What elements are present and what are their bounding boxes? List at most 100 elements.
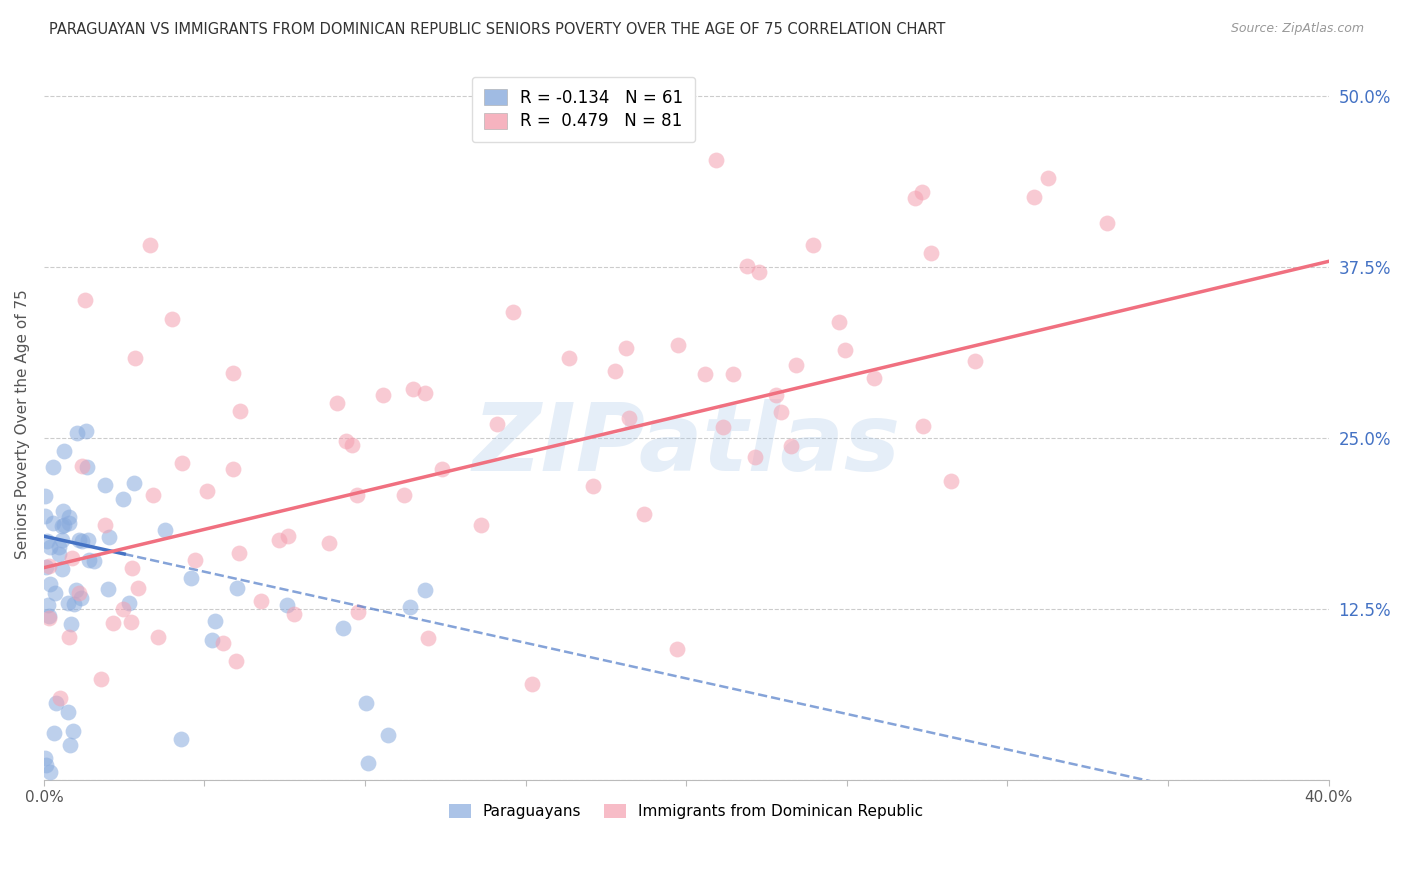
Point <box>326 396 349 410</box>
Point <box>748 265 770 279</box>
Text: ZIPatlas: ZIPatlas <box>472 400 900 491</box>
Point <box>62 723 84 738</box>
Point <box>276 598 298 612</box>
Point <box>335 434 357 448</box>
Point <box>98 531 121 545</box>
Point <box>180 571 202 585</box>
Point <box>58 510 80 524</box>
Point <box>76 533 98 547</box>
Point <box>723 367 745 381</box>
Point <box>229 404 252 418</box>
Point <box>617 411 640 425</box>
Point <box>744 450 766 465</box>
Point <box>112 601 135 615</box>
Point <box>1022 190 1045 204</box>
Point <box>120 615 142 629</box>
Point <box>77 553 100 567</box>
Point <box>38 577 60 591</box>
Point <box>346 488 368 502</box>
Point <box>911 419 934 434</box>
Point <box>38 764 60 779</box>
Point <box>558 351 581 365</box>
Point <box>44 586 66 600</box>
Point <box>38 558 60 573</box>
Point <box>94 477 117 491</box>
Point <box>779 439 801 453</box>
Point <box>76 459 98 474</box>
Point <box>35 534 58 549</box>
Point <box>340 437 363 451</box>
Point <box>34 751 56 765</box>
Point <box>430 461 453 475</box>
Point <box>170 456 193 470</box>
Point <box>65 582 87 597</box>
Point <box>58 596 80 610</box>
Point <box>201 632 224 647</box>
Point <box>920 245 942 260</box>
Point <box>614 341 637 355</box>
Point <box>73 293 96 307</box>
Point <box>377 728 399 742</box>
Point <box>695 368 717 382</box>
Point <box>357 756 380 771</box>
Point <box>59 738 82 752</box>
Point <box>222 462 245 476</box>
Point <box>58 516 80 530</box>
Point <box>49 690 72 705</box>
Point <box>52 504 75 518</box>
Point <box>127 581 149 595</box>
Point <box>211 635 233 649</box>
Point <box>97 582 120 597</box>
Point <box>704 153 727 167</box>
Point <box>45 697 67 711</box>
Point <box>834 343 856 357</box>
Point <box>153 523 176 537</box>
Point <box>37 599 59 613</box>
Point <box>103 616 125 631</box>
Point <box>828 315 851 329</box>
Point <box>666 642 689 657</box>
Point <box>226 581 249 595</box>
Point <box>502 305 524 319</box>
Point <box>38 611 60 625</box>
Point <box>42 726 65 740</box>
Point <box>39 541 62 555</box>
Point <box>862 370 884 384</box>
Point <box>318 535 340 549</box>
Point <box>169 731 191 746</box>
Point <box>392 488 415 502</box>
Point <box>62 598 84 612</box>
Point <box>904 191 927 205</box>
Point <box>737 259 759 273</box>
Point <box>94 517 117 532</box>
Point <box>711 420 734 434</box>
Point <box>582 479 605 493</box>
Point <box>83 554 105 568</box>
Point <box>520 676 543 690</box>
Point <box>58 630 80 644</box>
Point <box>60 551 83 566</box>
Point <box>75 424 97 438</box>
Point <box>124 351 146 365</box>
Point <box>111 491 134 506</box>
Point <box>48 548 70 562</box>
Point <box>67 533 90 547</box>
Point <box>48 540 70 554</box>
Point <box>35 758 58 772</box>
Point <box>118 596 141 610</box>
Point <box>801 238 824 252</box>
Point <box>34 489 56 503</box>
Point <box>1036 171 1059 186</box>
Point <box>332 621 354 635</box>
Point <box>70 534 93 549</box>
Point <box>666 338 689 352</box>
Point <box>56 705 79 719</box>
Legend: Paraguayans, Immigrants from Dominican Republic: Paraguayans, Immigrants from Dominican R… <box>443 797 929 825</box>
Point <box>38 609 60 624</box>
Point <box>373 388 395 402</box>
Point <box>765 388 787 402</box>
Point <box>204 614 226 628</box>
Point <box>35 559 58 574</box>
Point <box>222 366 245 380</box>
Point <box>51 519 73 533</box>
